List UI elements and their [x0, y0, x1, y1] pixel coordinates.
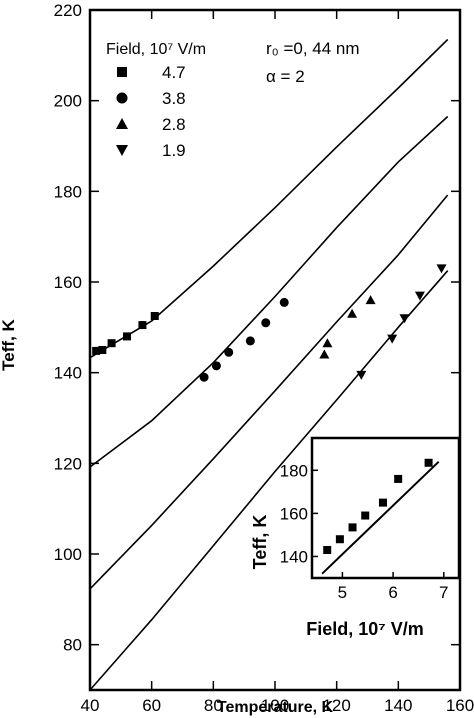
inset-data-point	[394, 474, 403, 483]
inset-data-point	[378, 498, 387, 507]
y-tick-label: 200	[54, 92, 82, 111]
inset-chart: 140 160 180 5 6 7 Teff, K Field, 10⁷ V/m	[250, 436, 461, 639]
data-point-3.8	[199, 372, 209, 382]
y-tick-label: 120	[54, 454, 82, 473]
y-tick-label: 220	[54, 1, 82, 20]
inset-fit-line	[321, 460, 440, 575]
legend: Field, 10⁷ V/m 4.7 3.8 2.8 1.9	[106, 41, 206, 160]
x-tick-label: 40	[81, 696, 100, 715]
x-tick-label: 60	[142, 696, 161, 715]
data-point-3.8	[261, 318, 271, 328]
legend-marker-2.8	[116, 118, 128, 129]
inset-x-ticks: 5 6 7	[338, 572, 449, 602]
inset-data-point	[323, 546, 332, 554]
data-point-4.7	[138, 321, 147, 330]
data-point-1.9	[399, 314, 410, 324]
data-point-1.9	[387, 334, 398, 344]
x-tick-label: 80	[204, 696, 223, 715]
data-point-3.8	[211, 361, 221, 371]
data-point-1.9	[414, 291, 425, 301]
legend-label-4.7: 4.7	[162, 63, 186, 82]
legend-label-1.9: 1.9	[162, 141, 186, 160]
x-tick-label: 120	[322, 696, 350, 715]
data-point-4.7	[107, 339, 116, 348]
main-fit-curves	[89, 38, 449, 691]
data-point-1.9	[356, 370, 367, 380]
inset-y-axis-label: Teff, K	[250, 515, 270, 570]
inset-fit-line-segment	[321, 460, 440, 575]
main-data-points	[92, 264, 447, 382]
x-tick-label: 100	[261, 696, 289, 715]
data-point-2.8	[322, 338, 333, 348]
annotation-r0: r₀ =0, 44 nm	[266, 39, 360, 58]
inset-y-ticks: 140 160 180	[280, 461, 318, 566]
data-point-4.7	[150, 312, 159, 320]
inset-x-axis-label: Field, 10⁷ V/m	[306, 619, 423, 639]
x-tick-label: 160	[446, 696, 474, 715]
x-tick-label: 140	[384, 696, 412, 715]
data-point-4.7	[98, 346, 107, 354]
inset-x-tick-label: 7	[439, 583, 448, 602]
main-x-ticks: 40 60 80 100 120 140 160	[81, 10, 474, 715]
legend-marker-4.7	[117, 67, 127, 77]
legend-label-3.8: 3.8	[162, 89, 186, 108]
fit-curve-3.8	[89, 115, 449, 468]
legend-title: Field, 10⁷ V/m	[106, 41, 206, 58]
data-point-3.8	[245, 336, 255, 346]
inset-data-point	[335, 535, 344, 544]
fit-curve-1.9	[89, 270, 449, 691]
inset-plot-frame	[310, 436, 461, 580]
inset-data-point	[348, 523, 357, 532]
data-point-4.7	[92, 346, 101, 355]
y-tick-label: 160	[54, 273, 82, 292]
legend-label-2.8: 2.8	[162, 115, 186, 134]
main-y-axis-label: Teff, K	[0, 318, 18, 370]
annotation-alpha: α = 2	[266, 67, 305, 86]
inset-data-point	[361, 511, 370, 520]
legend-marker-1.9	[116, 145, 128, 156]
inset-data-points	[323, 458, 433, 554]
legend-marker-3.8	[116, 92, 128, 104]
data-point-2.8	[365, 295, 376, 305]
data-point-3.8	[279, 297, 289, 307]
fit-curve-2.8	[89, 194, 449, 590]
legend-entries: 4.7 3.8 2.8 1.9	[116, 63, 186, 160]
data-point-2.8	[319, 349, 330, 359]
data-point-4.7	[123, 332, 131, 341]
main-y-ticks: 80 100 120 140 160 180 200 220	[54, 1, 460, 655]
y-tick-label: 140	[54, 364, 82, 383]
inset-data-point	[424, 458, 433, 467]
data-point-3.8	[224, 347, 234, 357]
data-point-1.9	[436, 264, 447, 274]
y-tick-label: 80	[63, 636, 82, 655]
inset-y-tick-label: 140	[280, 547, 308, 566]
main-plot-frame	[88, 8, 462, 692]
main-x-axis-label: Temperature, K	[217, 699, 334, 716]
inset-y-tick-label: 160	[280, 504, 308, 523]
inset-x-tick-label: 5	[338, 583, 347, 602]
inset-y-tick-label: 180	[280, 461, 308, 480]
data-point-2.8	[347, 308, 358, 318]
y-tick-label: 100	[54, 545, 82, 564]
fit-curve-4.7	[89, 38, 449, 359]
y-tick-label: 180	[54, 182, 82, 201]
inset-x-tick-label: 6	[388, 583, 397, 602]
